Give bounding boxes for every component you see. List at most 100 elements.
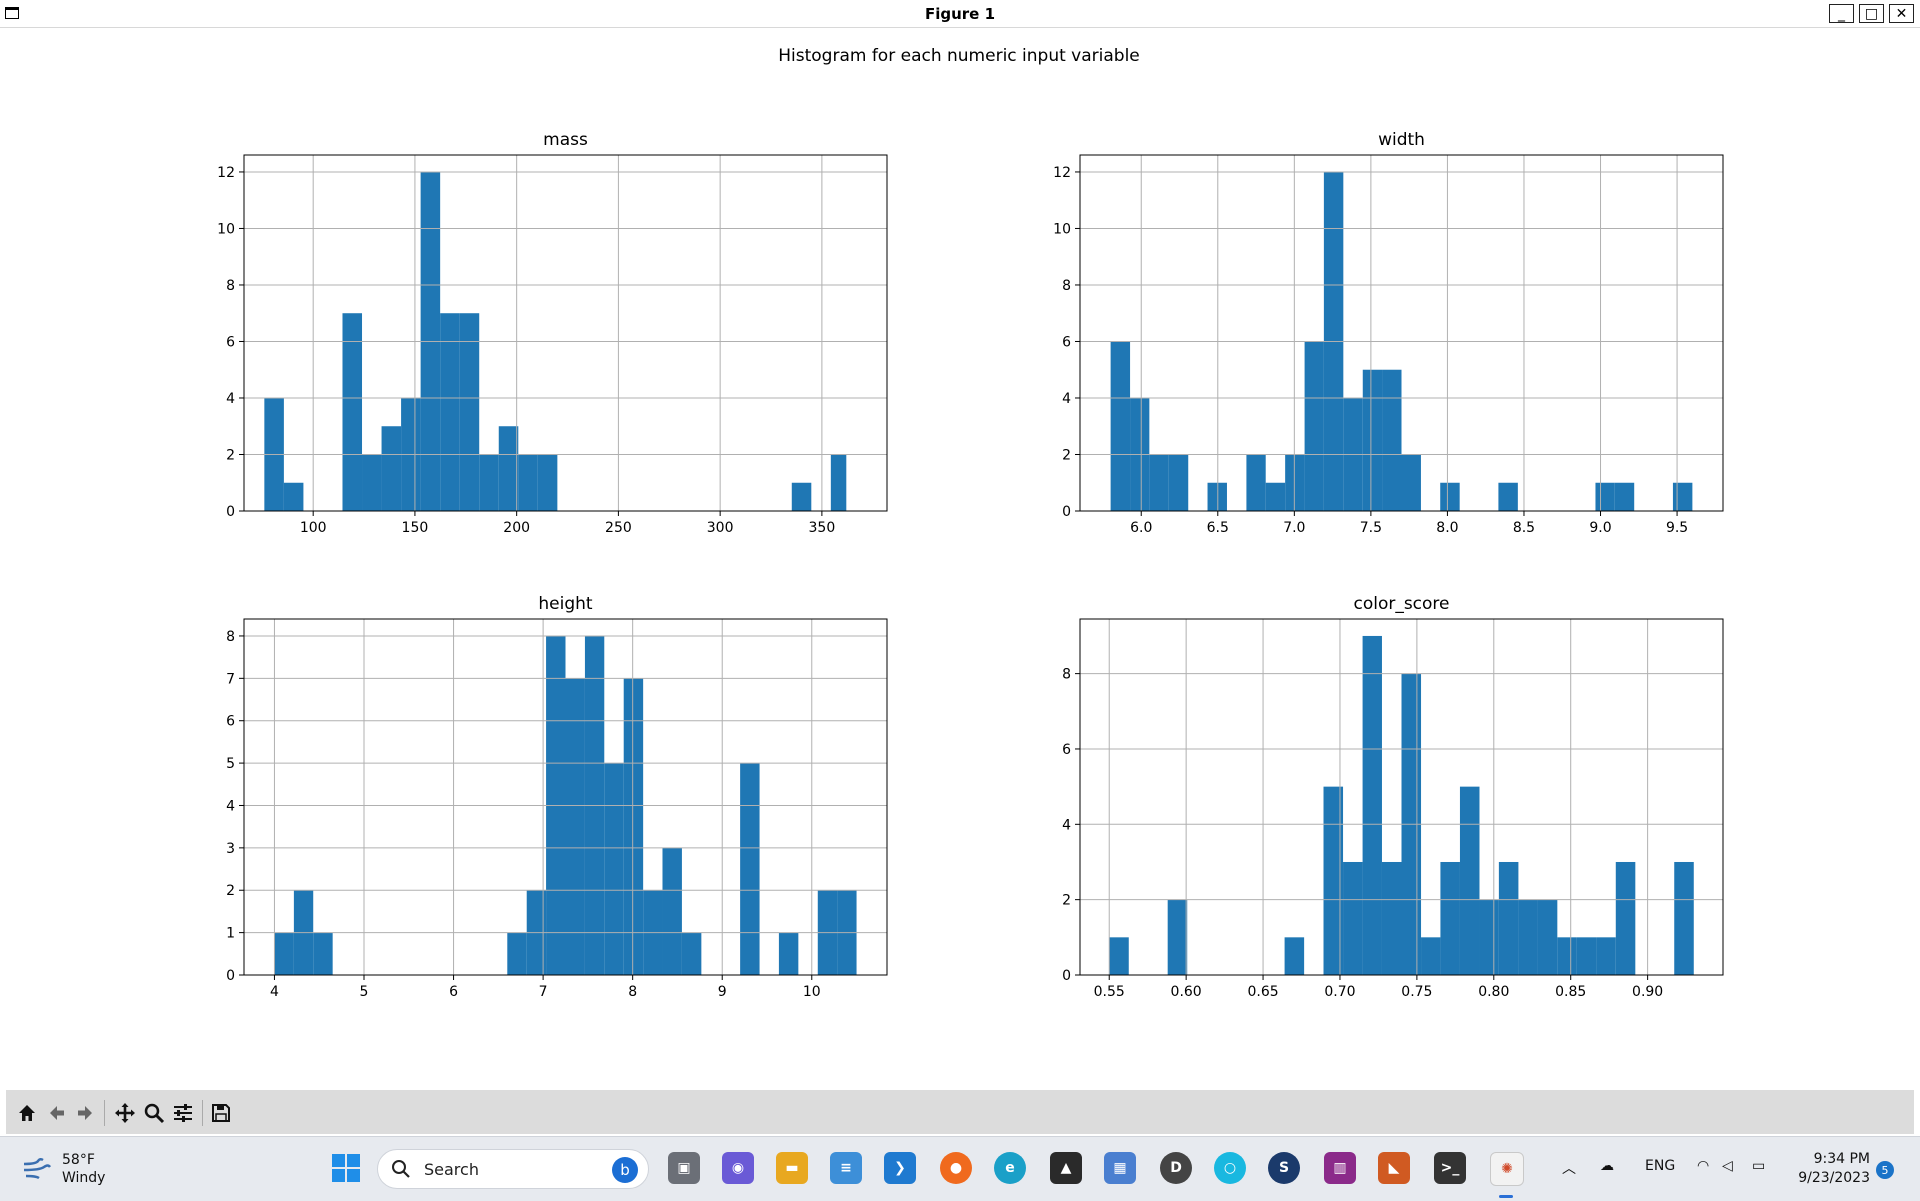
- histogram-bar: [440, 313, 460, 511]
- histogram-bar: [681, 932, 702, 975]
- x-tick-label: 0.75: [1401, 984, 1432, 1000]
- histogram-bar: [1440, 861, 1460, 975]
- toolbar-separator: [202, 1100, 203, 1126]
- file-explorer-button[interactable]: ▬: [776, 1152, 808, 1184]
- search-label: Search: [424, 1159, 479, 1179]
- y-tick-label: 8: [1062, 667, 1071, 683]
- figure-toolbar: [6, 1090, 1914, 1134]
- histogram-bar: [1382, 369, 1402, 511]
- save-button[interactable]: [208, 1101, 234, 1125]
- matlab-button[interactable]: ◣: [1378, 1152, 1410, 1184]
- x-tick-label: 4: [270, 984, 279, 1000]
- histogram-bar: [1110, 341, 1131, 511]
- histogram-bar: [283, 482, 304, 511]
- clock-date: 9/23/2023: [1798, 1170, 1870, 1186]
- dell-button[interactable]: D: [1160, 1152, 1192, 1184]
- x-tick-label: 0.55: [1094, 984, 1125, 1000]
- histogram-bar: [662, 847, 682, 975]
- matlab-icon: ◣: [1388, 1160, 1400, 1176]
- y-tick-label: 8: [226, 629, 235, 645]
- matplotlib-icon: ✺: [1501, 1161, 1513, 1177]
- y-tick-label: 6: [226, 714, 235, 730]
- y-tick-label: 4: [226, 391, 235, 407]
- alexa-icon: ○: [1223, 1160, 1237, 1176]
- taskbar: 58°F Windy Search b ▣ ◉ ▬ ≡ ❯ ● e ▲ ▦ D …: [0, 1136, 1920, 1201]
- histogram-bar: [740, 763, 760, 975]
- taskbar-search[interactable]: Search b: [377, 1149, 649, 1189]
- weather-widget[interactable]: 58°F Windy: [22, 1151, 105, 1187]
- histogram-bar: [1265, 482, 1286, 511]
- histogram-bar: [1537, 899, 1558, 975]
- histogram-bar: [1401, 454, 1421, 511]
- volume-control[interactable]: ◁: [1722, 1158, 1733, 1174]
- start-button[interactable]: [330, 1152, 362, 1184]
- histogram-bar: [1109, 937, 1129, 975]
- microsoft-store-button[interactable]: ▦: [1104, 1152, 1136, 1184]
- clock-time: 9:34 PM: [1813, 1151, 1870, 1167]
- histogram-bar: [362, 454, 382, 511]
- pan-icon: [115, 1103, 135, 1123]
- steam-button[interactable]: S: [1268, 1152, 1300, 1184]
- histogram-bar: [623, 678, 644, 975]
- window-title: Figure 1: [924, 5, 996, 23]
- winrar-button[interactable]: ▥: [1324, 1152, 1356, 1184]
- back-button[interactable]: [44, 1101, 70, 1125]
- histogram-bar: [1246, 454, 1266, 511]
- notification-badge[interactable]: 5: [1876, 1161, 1894, 1179]
- histogram-bar: [1381, 861, 1402, 975]
- terminal-button[interactable]: >_: [1434, 1152, 1466, 1184]
- histogram-figure: Histogram for each numeric input variabl…: [217, 46, 1724, 1000]
- minimize-button[interactable]: _: [1829, 4, 1854, 23]
- axes-frame: [243, 618, 888, 976]
- x-tick-label: 0.80: [1478, 984, 1509, 1000]
- x-tick-label: 0.85: [1555, 984, 1586, 1000]
- python-figure-button[interactable]: ✺: [1490, 1152, 1524, 1186]
- edge-button[interactable]: e: [994, 1152, 1026, 1184]
- home-button[interactable]: [14, 1101, 40, 1125]
- taskbar-clock[interactable]: 9:34 PM 9/23/2023: [1790, 1150, 1870, 1188]
- close-button[interactable]: ✕: [1889, 4, 1914, 23]
- pan-button[interactable]: [112, 1101, 138, 1125]
- alexa-button[interactable]: ○: [1214, 1152, 1246, 1184]
- axes-frame: [1079, 154, 1724, 512]
- forward-button[interactable]: [72, 1101, 98, 1125]
- y-tick-label: 5: [226, 756, 235, 772]
- linux-terminal-button[interactable]: ▲: [1050, 1152, 1082, 1184]
- firefox-icon: ●: [949, 1160, 963, 1176]
- battery-icon: ▭: [1752, 1158, 1766, 1174]
- subplot-title: height: [538, 594, 593, 614]
- histogram-bar: [1672, 482, 1693, 511]
- teams-chat-button[interactable]: ◉: [722, 1152, 754, 1184]
- vscode-button[interactable]: ❯: [884, 1152, 916, 1184]
- show-hidden-icons-button[interactable]: ︿: [1562, 1158, 1576, 1178]
- language-indicator[interactable]: ENG: [1645, 1158, 1676, 1174]
- x-tick-label: 7.5: [1360, 520, 1382, 536]
- wifi-status[interactable]: ◠: [1697, 1158, 1709, 1174]
- histogram-bar: [791, 482, 812, 511]
- steam-icon: S: [1278, 1160, 1290, 1176]
- zoom-button[interactable]: [141, 1101, 167, 1125]
- close-icon: ✕: [1895, 5, 1908, 22]
- task-view-button[interactable]: ▣: [668, 1152, 700, 1184]
- configure-subplots-button[interactable]: [170, 1101, 196, 1125]
- maximize-button[interactable]: □: [1859, 4, 1884, 23]
- onedrive-status[interactable]: ☁: [1600, 1158, 1614, 1174]
- notepad-button[interactable]: ≡: [830, 1152, 862, 1184]
- figure-canvas[interactable]: Histogram for each numeric input variabl…: [6, 28, 1914, 1090]
- y-tick-label: 7: [226, 671, 235, 687]
- histogram-bar: [1167, 899, 1188, 975]
- y-tick-label: 1: [226, 926, 235, 942]
- y-tick-label: 2: [226, 447, 235, 463]
- firefox-button[interactable]: ●: [940, 1152, 972, 1184]
- histogram-bar: [1595, 482, 1615, 511]
- y-tick-label: 8: [226, 278, 235, 294]
- histogram-bar: [498, 426, 519, 511]
- x-tick-label: 9.0: [1589, 520, 1611, 536]
- histogram-bar: [1479, 899, 1499, 975]
- axes-frame: [243, 154, 888, 512]
- histogram-bar: [1459, 786, 1480, 975]
- histogram-bar: [1614, 482, 1635, 511]
- battery-status[interactable]: ▭: [1752, 1158, 1765, 1174]
- x-tick-label: 7.0: [1283, 520, 1305, 536]
- store-icon: ▦: [1113, 1160, 1127, 1176]
